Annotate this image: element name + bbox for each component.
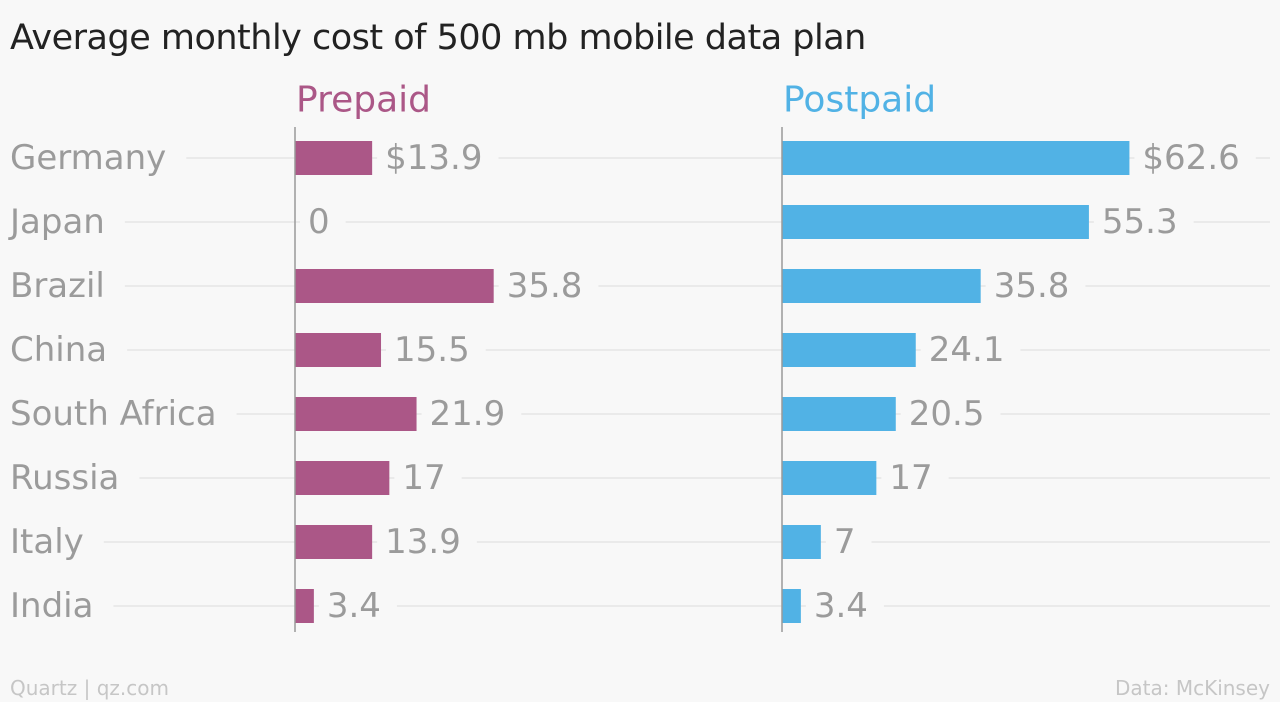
label-mask [421, 394, 522, 434]
bar [295, 269, 494, 303]
data-label: 21.9 [430, 394, 506, 434]
label-mask [8, 458, 140, 498]
bar [782, 525, 821, 559]
label-mask [1093, 202, 1194, 242]
data-label: $62.6 [1142, 138, 1239, 178]
series-postpaid: Postpaid $62.6 55.3 35.8 24.1 20.5 17 7 3.4 [781, 80, 1256, 632]
label-mask [386, 330, 486, 370]
category-label: South Africa [10, 394, 217, 434]
data-label: $13.9 [385, 138, 482, 178]
category-label: Germany [10, 138, 166, 178]
category-label: Japan [8, 202, 105, 242]
chart-title: Average monthly cost of 500 mb mobile da… [10, 18, 866, 58]
category-label: Italy [10, 522, 84, 562]
bar [782, 397, 896, 431]
bar [295, 461, 390, 495]
data-label: 13.9 [385, 522, 461, 562]
data-label: 3.4 [327, 586, 381, 626]
bar [782, 141, 1130, 175]
panels: Prepaid$13.9035.815.521.91713.93.4Postpa… [294, 80, 1256, 632]
footer-source: Data: McKinsey [1114, 676, 1270, 700]
bar [295, 525, 373, 559]
data-label: 35.8 [994, 266, 1070, 306]
label-mask [8, 586, 114, 626]
data-label: 7 [834, 522, 856, 562]
data-label: 24.1 [929, 330, 1005, 370]
label-mask [8, 330, 128, 370]
label-mask [498, 266, 599, 306]
category-label: Russia [10, 458, 119, 498]
label-mask [300, 202, 346, 242]
label-mask [318, 586, 397, 626]
panel-header: Prepaid [296, 80, 431, 121]
data-label: 0 [308, 202, 330, 242]
label-mask [825, 522, 872, 562]
data-label: 20.5 [909, 394, 985, 434]
label-mask [1134, 138, 1256, 178]
bar [782, 461, 877, 495]
bar [295, 141, 373, 175]
label-mask [377, 522, 477, 562]
bar [782, 269, 981, 303]
label-mask [8, 394, 237, 434]
data-label: 17 [889, 458, 932, 498]
label-mask [394, 458, 462, 498]
data-label: 3.4 [814, 586, 868, 626]
bar [782, 333, 916, 367]
label-mask [8, 266, 125, 306]
data-label: 15.5 [394, 330, 470, 370]
bar [295, 397, 417, 431]
bar [295, 589, 314, 623]
footer-credit: Quartz | qz.com [10, 676, 169, 700]
label-mask [881, 458, 949, 498]
data-label: 17 [402, 458, 445, 498]
label-mask [377, 138, 499, 178]
category-labels: Germany Japan Brazil China South Africa Russi… [6, 138, 237, 626]
label-mask [985, 266, 1086, 306]
label-mask [8, 138, 187, 178]
label-mask [900, 394, 1001, 434]
bar [782, 589, 801, 623]
category-label: Brazil [10, 266, 105, 306]
bar [782, 205, 1089, 239]
data-label: 35.8 [507, 266, 583, 306]
category-label: China [10, 330, 107, 370]
data-label: 55.3 [1102, 202, 1178, 242]
gridlines [10, 157, 1270, 607]
label-mask [920, 330, 1021, 370]
label-mask [805, 586, 884, 626]
panel-header: Postpaid [783, 80, 936, 121]
label-mask [6, 202, 125, 242]
bar [295, 333, 382, 367]
series-prepaid: Prepaid $13.9 0 35.8 15.5 21.9 17 13.93.4 [294, 80, 599, 632]
label-mask [8, 522, 104, 562]
category-label: India [10, 586, 93, 626]
